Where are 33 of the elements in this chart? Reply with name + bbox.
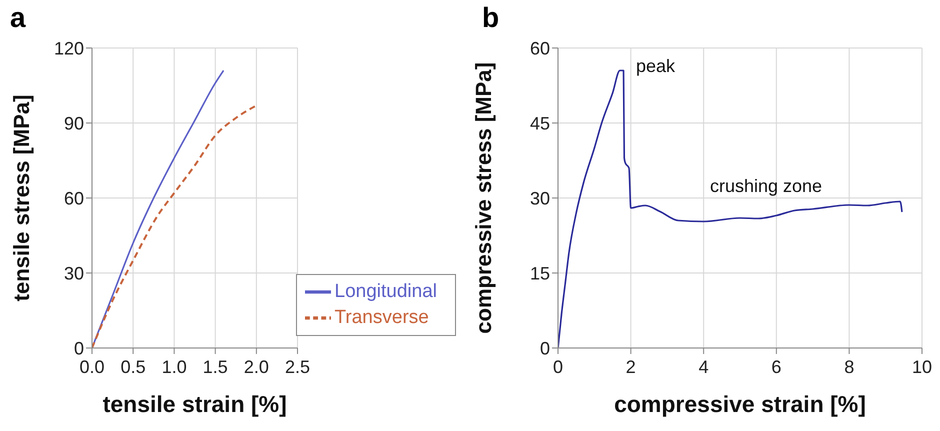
legend-label: Longitudinal — [334, 281, 437, 302]
y-axis-title: compressive stress [MPa] — [470, 62, 496, 334]
x-tick-label: 1.0 — [162, 356, 187, 377]
legend-label: Transverse — [334, 307, 429, 328]
x-tick-label: 8 — [844, 356, 854, 377]
annotation: crushing zone — [710, 176, 822, 197]
x-tick-label: 4 — [698, 356, 709, 377]
x-tick-label: 2.5 — [285, 356, 310, 377]
x-tick-label: 2.0 — [244, 356, 269, 377]
y-tick-label: 60 — [530, 38, 550, 58]
x-tick-label: 0 — [552, 356, 564, 377]
x-tick-label: 1.5 — [202, 356, 228, 377]
y-tick-label: 120 — [54, 38, 84, 58]
chart-title: a — [10, 2, 26, 34]
x-tick-label: 0.0 — [79, 356, 105, 377]
x-tick-label: 6 — [771, 356, 782, 377]
y-tick-label: 45 — [530, 113, 550, 134]
x-tick-label: 2 — [626, 356, 636, 377]
x-axis-title: compressive strain [%] — [614, 391, 866, 417]
y-tick-label: 30 — [64, 263, 84, 284]
y-tick-label: 90 — [64, 113, 84, 134]
y-tick-label: 0 — [540, 338, 550, 358]
y-axis-title: tensile stress [MPa] — [8, 94, 34, 302]
y-tick-label: 60 — [64, 188, 84, 208]
y-tick-label: 0 — [74, 338, 84, 358]
line-series — [92, 104, 258, 348]
y-tick-label: 30 — [530, 188, 550, 208]
x-axis-title: tensile strain [%] — [102, 391, 287, 417]
annotation: peak — [636, 56, 676, 77]
x-tick-label: 0.5 — [120, 356, 146, 377]
chart-title: b — [482, 2, 500, 34]
y-tick-label: 15 — [530, 263, 550, 284]
x-tick-label: 10 — [912, 356, 932, 377]
